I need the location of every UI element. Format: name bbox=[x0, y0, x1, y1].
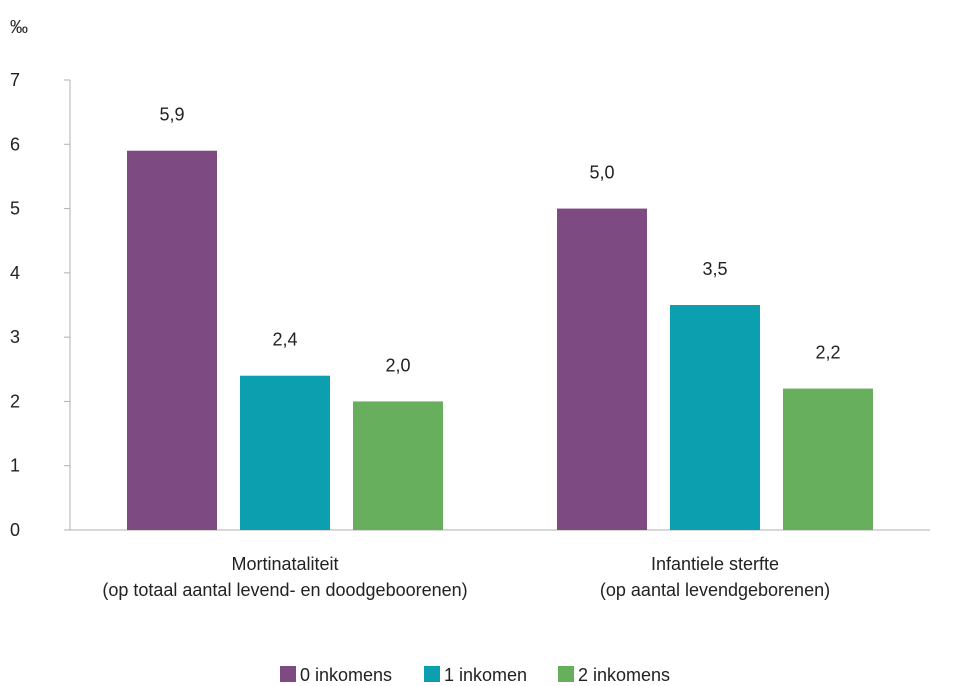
legend-label: 2 inkomens bbox=[578, 665, 670, 685]
category-label: Infantiele sterfte bbox=[651, 554, 779, 574]
y-tick-label: 3 bbox=[10, 327, 20, 347]
category-label: (op aantal levendgeborenen) bbox=[600, 580, 830, 600]
bar bbox=[783, 388, 873, 530]
legend-swatch bbox=[424, 666, 440, 682]
y-tick-label: 4 bbox=[10, 263, 20, 283]
y-tick-label: 5 bbox=[10, 199, 20, 219]
y-tick-label: 7 bbox=[10, 70, 20, 90]
y-axis-ticks: 0 1 2 3 4 5 6 7 bbox=[10, 70, 70, 540]
y-tick-label: 2 bbox=[10, 391, 20, 411]
data-label: 2,0 bbox=[385, 355, 410, 375]
y-axis-unit: ‰ bbox=[10, 17, 28, 37]
y-tick-label: 0 bbox=[10, 520, 20, 540]
bar bbox=[670, 305, 760, 530]
bar bbox=[353, 401, 443, 530]
bars bbox=[127, 150, 873, 531]
data-label: 5,0 bbox=[589, 163, 614, 183]
bar bbox=[557, 208, 647, 531]
bar bbox=[127, 150, 217, 530]
legend-label: 0 inkomens bbox=[300, 665, 392, 685]
legend: 0 inkomens 1 inkomen 2 inkomens bbox=[280, 665, 670, 685]
category-labels: Mortinataliteit (op totaal aantal levend-… bbox=[102, 554, 830, 600]
data-label: 5,9 bbox=[159, 105, 184, 125]
y-tick-label: 6 bbox=[10, 134, 20, 154]
bar bbox=[240, 375, 330, 530]
data-labels: 5,9 2,4 2,0 5,0 3,5 2,2 bbox=[159, 105, 840, 376]
data-label: 2,2 bbox=[815, 343, 840, 363]
legend-swatch bbox=[558, 666, 574, 682]
data-label: 2,4 bbox=[272, 330, 297, 350]
category-label: Mortinataliteit bbox=[231, 554, 338, 574]
data-label: 3,5 bbox=[702, 259, 727, 279]
legend-swatch bbox=[280, 666, 296, 682]
category-label: (op totaal aantal levend- en doodgeboore… bbox=[102, 580, 467, 600]
y-tick-label: 1 bbox=[10, 456, 20, 476]
legend-label: 1 inkomen bbox=[444, 665, 527, 685]
